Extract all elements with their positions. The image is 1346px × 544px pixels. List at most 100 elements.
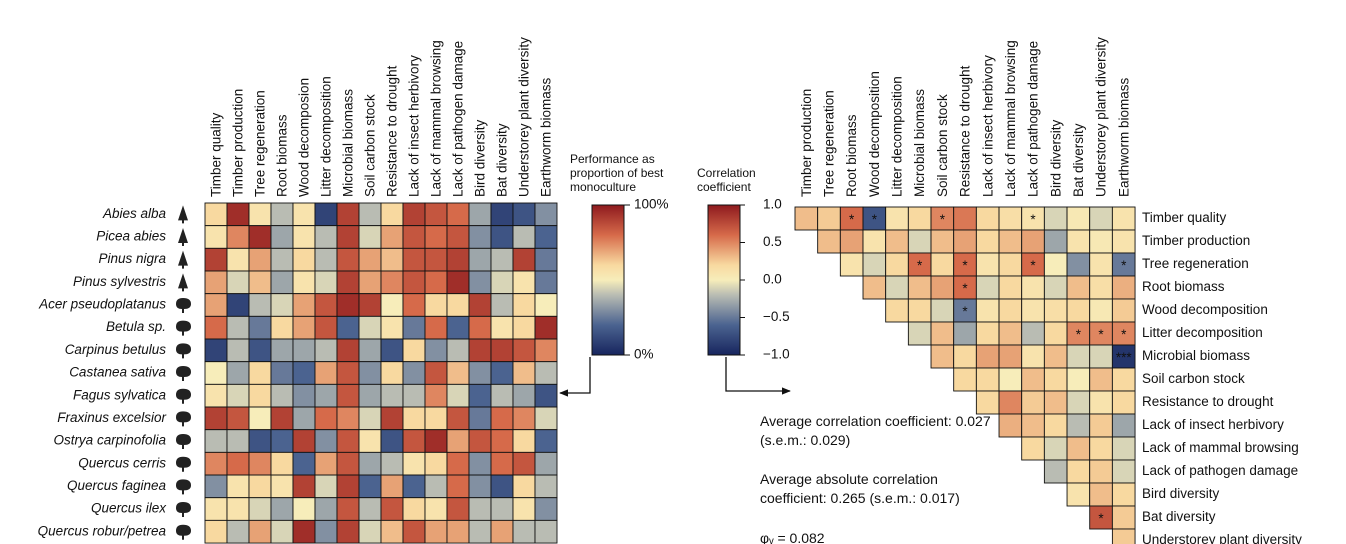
- heatmap-cell: [380, 202, 404, 227]
- heatmap-cell: [490, 519, 514, 544]
- tree-icon: [176, 502, 191, 518]
- heatmap-cell: [270, 519, 294, 544]
- correlation-cell: [1021, 390, 1045, 415]
- heatmap-cell: [468, 451, 492, 476]
- heatmap-cell: [336, 383, 360, 408]
- correlation-cell: [1089, 298, 1113, 323]
- heatmap-cell: [512, 338, 536, 363]
- heatmap-cell: [534, 519, 558, 544]
- heatmap-cell: [424, 293, 448, 317]
- heatmap-cell: [512, 293, 536, 317]
- correlation-cell: [998, 367, 1023, 392]
- heatmap-cell: [270, 247, 294, 272]
- tree-icon: [178, 205, 188, 224]
- tree-icon: [176, 366, 191, 382]
- heatmap-cell: [424, 247, 448, 272]
- correlation-cell: [953, 229, 977, 254]
- correlation-cell: [1043, 252, 1068, 277]
- heatmap-cell: [248, 247, 272, 272]
- heatmap-cell: [226, 270, 250, 295]
- correlation-cell: [930, 252, 955, 277]
- row-label: Ostrya carpinofolia: [53, 433, 166, 448]
- heatmap-cell: [314, 429, 338, 453]
- heatmap-cell: [424, 451, 448, 476]
- heatmap-cell: [380, 361, 404, 385]
- heatmap-cell: [204, 315, 228, 340]
- correlation-cell: [975, 229, 1000, 254]
- correlation-cell: [1066, 298, 1091, 323]
- heatmap-cell: [402, 225, 426, 249]
- tree-icon: [176, 298, 191, 314]
- row-label: Carpinus betulus: [65, 342, 167, 357]
- correlation-cell: [1089, 206, 1113, 231]
- correlation-cell: [1021, 229, 1045, 254]
- row-label: Quercus faginea: [67, 478, 167, 493]
- heatmap-cell: [204, 497, 228, 521]
- heatmap-cell: [380, 451, 404, 476]
- row-label: Betula sp.: [106, 319, 166, 334]
- heatmap-cell: [314, 497, 338, 521]
- column-label: Bat diversity: [1071, 123, 1086, 197]
- heatmap-cell: [380, 519, 404, 544]
- heatmap-cell: [446, 270, 470, 295]
- row-label: Pinus sylvestris: [73, 274, 166, 289]
- correlation-cell: [975, 367, 1000, 392]
- column-label: Lack of mammal browsing: [1003, 40, 1018, 197]
- heatmap-cell: [226, 497, 250, 521]
- correlation-cell: [975, 321, 1000, 346]
- column-label: Bird diversity: [473, 119, 488, 197]
- heatmap-cell: [490, 225, 514, 249]
- heatmap-cell: [336, 451, 360, 476]
- correlation-cell: [1066, 390, 1091, 415]
- heatmap-cell: [490, 315, 514, 340]
- column-label: Earthworm biomass: [539, 77, 554, 197]
- correlation-cell: [953, 344, 977, 369]
- heatmap-cell: [314, 338, 338, 363]
- heatmap-cell: [424, 270, 448, 295]
- column-label: Resistance to drought: [958, 65, 973, 197]
- correlation-cell: [1111, 229, 1136, 254]
- heatmap-cell: [512, 429, 536, 453]
- heatmap-cell: [226, 361, 250, 385]
- correlation-cell: [1089, 482, 1113, 507]
- correlation-cell: [794, 206, 819, 231]
- heatmap-cell: [270, 202, 294, 227]
- significance-label: *: [940, 212, 946, 227]
- heatmap-cell: [446, 202, 470, 227]
- column-label: Microbial biomass: [341, 89, 356, 197]
- correlation-cell: [1111, 275, 1136, 300]
- heatmap-cell: [380, 270, 404, 295]
- correlation-cell: [1111, 367, 1136, 392]
- heatmap-cell: [380, 474, 404, 499]
- row-label: Acer pseudoplatanus: [38, 297, 166, 312]
- heatmap-cell: [402, 270, 426, 295]
- heatmap-cell: [292, 383, 316, 408]
- significance-label: *: [1030, 258, 1036, 273]
- correlation-cell: [1066, 206, 1091, 231]
- correlation-cell: [862, 229, 887, 254]
- heatmap-cell: [248, 225, 272, 249]
- heatmap-cell: [226, 474, 250, 499]
- heatmap-cell: [402, 429, 426, 453]
- correlation-cell: [1111, 436, 1136, 461]
- heatmap-cell: [336, 429, 360, 453]
- column-label: Wood decomposion: [297, 78, 312, 197]
- heatmap-cell: [446, 225, 470, 249]
- row-label: Bat diversity: [1142, 509, 1216, 524]
- heatmap-cell: [336, 406, 360, 431]
- row-label: Understorey plant diversity: [1142, 532, 1302, 544]
- correlation-cell: [998, 206, 1023, 231]
- correlation-cell: [1021, 344, 1045, 369]
- heatmap-cell: [248, 293, 272, 317]
- significance-label: *: [1098, 511, 1104, 526]
- correlation-cell: [1021, 275, 1045, 300]
- heatmap-cell: [204, 406, 228, 431]
- heatmap-cell: [248, 361, 272, 385]
- heatmap-cell: [424, 315, 448, 340]
- correlation-cell: [1043, 367, 1068, 392]
- heatmap-cell: [292, 474, 316, 499]
- heatmap-cell: [424, 474, 448, 499]
- heatmap-cell: [270, 338, 294, 363]
- row-label: Microbial biomass: [1142, 348, 1250, 363]
- heatmap-cell: [358, 293, 382, 317]
